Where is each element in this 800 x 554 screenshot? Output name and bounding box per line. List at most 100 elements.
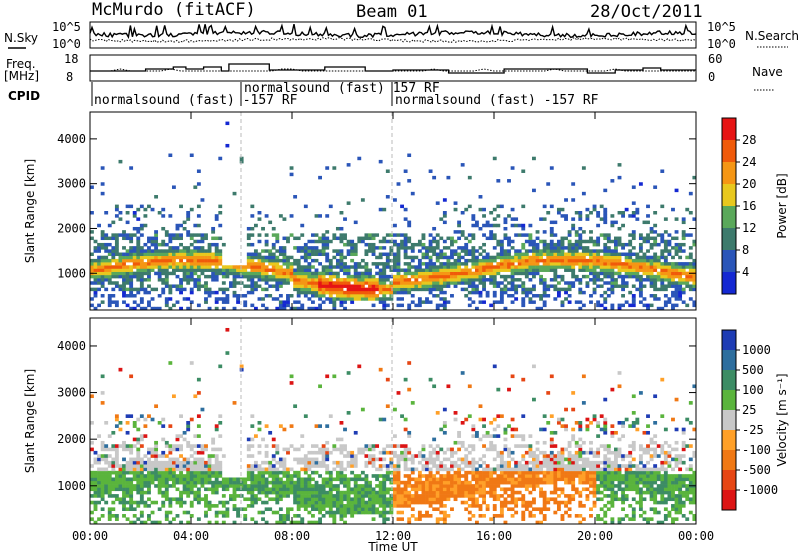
velocity-cell [114,470,119,475]
velocity-cell [439,497,444,502]
power-cell [425,278,429,282]
velocity-cell [535,474,540,478]
velocity-cell [143,484,148,488]
velocity-cell [489,484,494,488]
velocity-cell [325,484,330,488]
power-cell [692,239,697,244]
power-cell [143,214,148,218]
power-cell [528,258,533,263]
power-cell [571,274,576,279]
power-cell [560,252,565,257]
power-cell [492,217,497,221]
power-cell [517,268,522,272]
power-cell [182,262,187,266]
power-cell [143,242,148,247]
power-cell [154,195,159,199]
power-cell [239,271,244,276]
power-cell [239,294,244,298]
power-cell [581,255,586,260]
velocity-cell [425,490,429,495]
velocity-cell [496,467,501,472]
power-cell [214,262,219,266]
power-cell [467,204,472,209]
power-cell [261,265,265,269]
power-cell [360,290,365,295]
power-cell [688,262,693,266]
power-cell [139,262,144,266]
power-cell [264,265,269,269]
power-cell [471,258,476,263]
power-cell [457,268,462,272]
velocity-cell [335,437,340,442]
power-cell [289,274,294,279]
power-cell [114,246,119,250]
power-cell [303,249,308,253]
power-cell [125,287,130,292]
velocity-cell [239,487,244,492]
power-cell [293,271,298,276]
velocity-cell [332,520,337,525]
power-colorbar-swatch [722,140,736,162]
velocity-cell [567,444,572,448]
velocity-cell [410,477,415,482]
velocity-cell [282,480,287,485]
power-cell [450,274,454,279]
power-cell [492,207,497,212]
power-cell [432,239,437,244]
velocity-cell [457,464,462,468]
velocity-cell [474,504,479,508]
velocity-cell [353,504,358,508]
power-cell [578,246,583,250]
velocity-cell [196,480,201,485]
velocity-cell [143,424,148,428]
power-cell [339,211,344,215]
velocity-cell [385,474,390,478]
power-colorbar-tick-label: 16 [742,199,756,213]
velocity-cell [382,487,387,492]
power-cell [264,274,269,279]
velocity-cell [382,504,387,508]
velocity-cell [328,507,333,512]
power-cell [139,274,144,279]
power-cell [261,255,265,260]
velocity-cell [414,487,419,492]
power-cell [321,265,326,269]
power-cell [442,198,447,202]
velocity-cell [410,494,415,498]
power-cell [524,287,529,292]
power-cell [556,281,561,285]
power-cell [610,265,615,269]
power-cell [692,287,697,292]
power-cell [161,287,166,292]
power-cell [232,278,237,282]
power-cell [364,233,369,237]
velocity-cell [528,510,533,515]
velocity-cell [182,487,187,492]
power-cell [653,239,658,244]
power-cell [132,294,137,298]
power-cell [393,278,397,282]
power-cell [325,236,330,241]
power-cell [546,294,551,298]
velocity-cell [524,464,529,468]
power-cell [617,211,622,215]
power-cell [517,262,522,266]
power-cell [467,274,472,279]
power-cell [396,258,401,263]
velocity-cell [300,504,305,508]
velocity-cell [318,504,322,508]
velocity-cell [489,494,494,498]
velocity-cell [339,437,344,442]
velocity-cell [196,517,201,521]
power-cell [90,185,94,189]
power-cell [453,278,458,282]
power-cell [674,303,679,308]
power-cell [414,268,419,272]
power-cell [253,306,258,311]
power-cell [678,242,683,247]
power-cell [275,278,280,282]
power-cell [243,274,248,279]
power-cell [642,271,647,276]
velocity-cell [485,467,490,472]
power-cell [503,262,508,266]
